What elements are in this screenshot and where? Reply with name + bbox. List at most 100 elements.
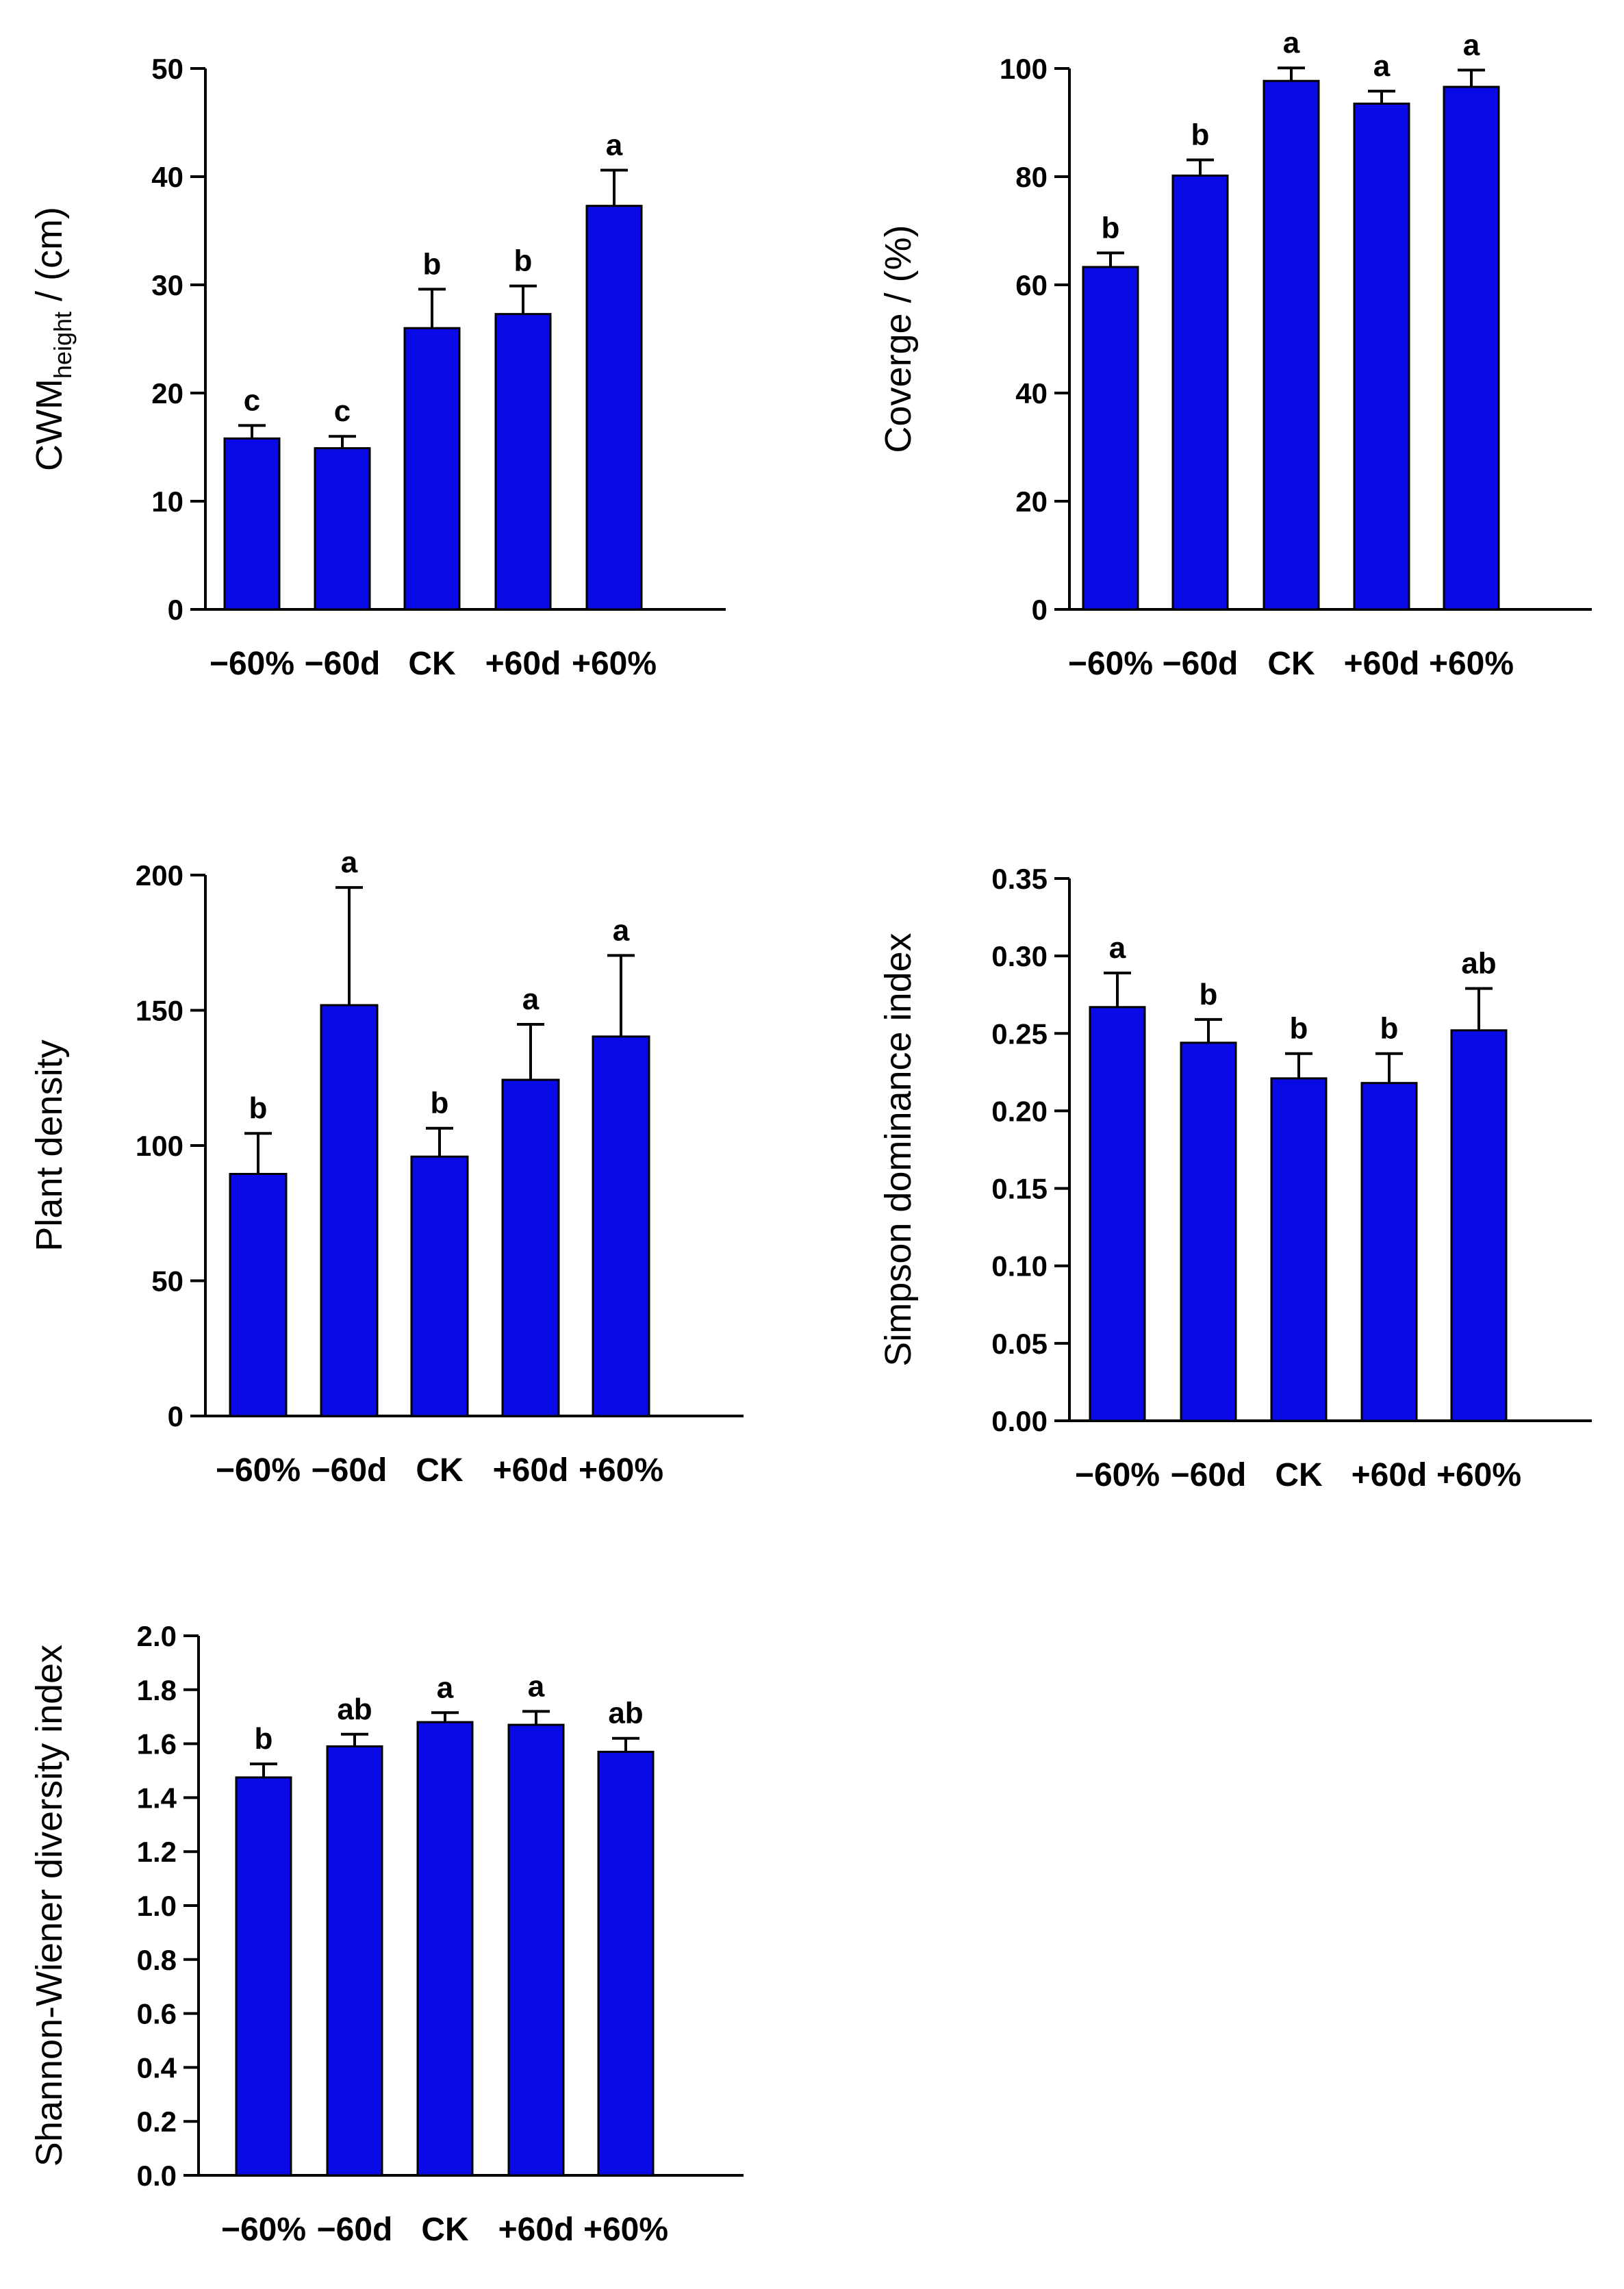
bar-5 [1450,1029,1508,1422]
y-tick-label: 40 [1015,377,1048,409]
significance-letter-2: a [341,846,358,879]
significance-letter-4: a [522,983,540,1016]
bar-5 [1443,86,1500,611]
y-axis-label-unit: / (cm) [29,207,70,312]
bar-3 [1263,79,1320,611]
y-tick-label: 0.20 [991,1095,1048,1127]
y-tick-label: 100 [136,1130,183,1162]
y-tick-label: 2.0 [137,1620,177,1652]
category-label-4: +60d [1352,1457,1428,1493]
bar-3 [416,1721,474,2177]
significance-letter-3: a [437,1671,454,1704]
y-tick-label: 0.6 [137,1998,177,2030]
bar-1 [229,1172,288,1417]
category-label-4: +60d [485,646,561,682]
category-label-5: +60% [583,2212,668,2248]
bar-1 [235,1776,292,2177]
y-tick-label: 0.2 [137,2105,177,2138]
y-tick-label: 20 [151,377,183,409]
category-label-1: −60% [210,646,294,682]
chart-simpson: 0.00 0.05 0.10 0.15 0.20 0.25 0.30 0.35 a −60% b −6… [878,863,1592,1493]
significance-letter-3: a [1283,26,1300,60]
y-tick-label: 20 [1015,485,1048,518]
category-label-2: −60d [317,2212,393,2248]
bar-4 [1353,102,1410,611]
y-tick-label: 50 [151,1265,183,1298]
significance-letter-5: ab [608,1697,643,1730]
bar-2 [326,1745,383,2177]
category-label-3: CK [421,2212,469,2248]
y-tick-label: 1.2 [137,1836,177,1868]
category-label-4: +60d [1344,646,1420,682]
category-label-4: +60d [498,2212,574,2248]
y-axis-label-main: Plant density [29,1039,70,1251]
category-label-1: −60% [1075,1457,1160,1493]
y-axis-label: CWMheight / (cm) [29,207,77,471]
significance-letter-1: b [255,1722,273,1756]
significance-letter-1: b [249,1091,268,1125]
bar-4 [494,313,552,611]
bar-3 [403,327,461,611]
y-axis-label: Shannon-Wiener diversity index [29,1645,70,2166]
y-tick-label: 0.25 [991,1017,1048,1050]
significance-letter-1: c [244,383,260,417]
significance-letter-5: a [606,129,623,162]
y-axis-label-main: Coverge / (%) [878,225,919,453]
y-axis-label-subscript: height [49,312,77,379]
category-label-1: −60% [221,2212,306,2248]
y-tick-label: 1.6 [137,1728,177,1760]
significance-letter-4: a [528,1669,545,1703]
y-tick-label: 0.35 [991,863,1048,895]
category-label-3: CK [408,646,456,682]
significance-letter-5: ab [1461,947,1496,981]
bar-2 [314,447,371,611]
y-tick-label: 0.8 [137,1944,177,1976]
y-tick-label: 80 [1015,161,1048,193]
bar-5 [597,1750,655,2177]
category-label-5: +60% [1429,646,1514,682]
significance-letter-2: ab [337,1693,372,1726]
y-tick-label: 0.10 [991,1250,1048,1282]
bar-5 [592,1035,650,1417]
category-label-3: CK [416,1452,464,1489]
category-label-5: +60% [1436,1457,1521,1493]
y-axis-label: Simpson dominance index [878,933,919,1366]
chart-shannon: 0.0 0.2 0.4 0.6 0.8 1.0 1.2 1.4 1.6 1.8 2.0 b −60% ab… [29,1620,744,2248]
y-axis-label: Coverge / (%) [878,225,919,453]
y-tick-label: 1.0 [137,1890,177,1922]
y-tick-label: 0.00 [991,1405,1048,1437]
category-label-2: −60d [312,1452,388,1489]
chart-plant-density: 0 50 100 150 200 b −60% a −60d b CK a +60d a +60% Plant… [29,846,744,1489]
category-label-5: +60% [579,1452,663,1489]
significance-letter-3: b [1290,1012,1308,1046]
y-tick-label: 0 [168,1400,183,1432]
y-tick-label: 0.0 [137,2160,177,2192]
y-tick-label: 60 [1015,269,1048,301]
y-tick-label: 150 [136,995,183,1027]
category-label-2: −60d [1163,646,1239,682]
bar-4 [501,1078,560,1417]
significance-letter-5: a [613,913,630,947]
category-label-2: −60d [1171,1457,1247,1493]
category-label-3: CK [1275,1457,1323,1493]
chart-cwm-height: 0 10 20 30 40 50 c −60% c −60d b CK b +60d a +60% CWMhei… [29,53,726,682]
significance-letter-2: b [1191,118,1210,152]
bar-1 [1089,1006,1146,1422]
category-label-1: −60% [216,1452,301,1489]
y-tick-label: 30 [151,269,183,301]
bar-2 [1180,1041,1237,1422]
bar-3 [1270,1077,1328,1422]
significance-letter-3: b [423,247,442,281]
y-axis-label-main: Simpson dominance index [878,933,919,1366]
category-label-4: +60d [493,1452,569,1489]
y-tick-label: 40 [151,161,183,193]
significance-letter-4: a [1373,49,1391,83]
bar-4 [507,1723,565,2177]
significance-letter-2: b [1200,978,1218,1011]
y-tick-label: 0 [168,594,183,626]
y-tick-label: 0.4 [137,2051,177,2084]
significance-letter-4: b [1380,1012,1399,1046]
y-tick-label: 1.8 [137,1674,177,1706]
bar-1 [1082,266,1139,611]
